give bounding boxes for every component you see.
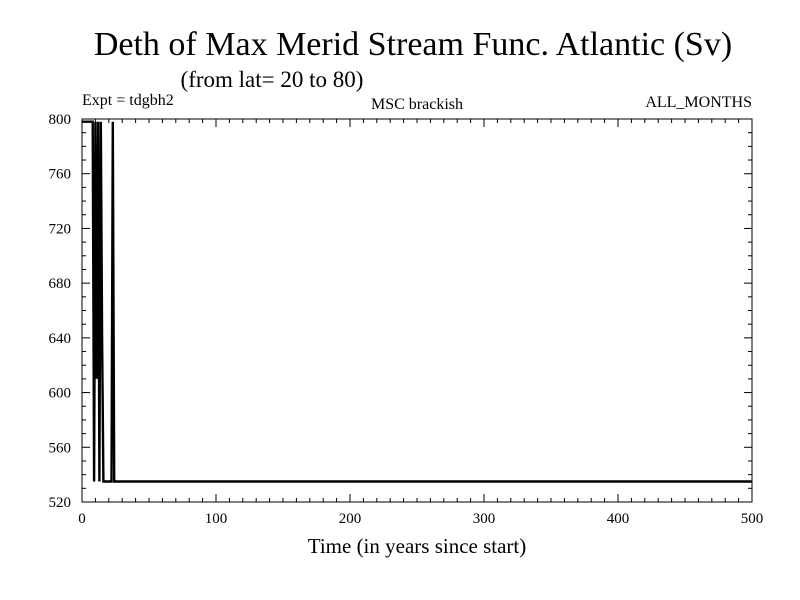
y-tick-label: 640 <box>49 331 72 347</box>
series-line-0 <box>82 120 752 483</box>
experiment-label: Expt = tdgbh2 <box>82 92 174 109</box>
x-tick-label: 400 <box>607 511 630 527</box>
chart-title: Deth of Max Merid Stream Func. Atlantic … <box>94 26 732 63</box>
y-tick-label: 800 <box>49 112 72 128</box>
x-tick-label: 500 <box>741 511 764 527</box>
plot-area: 0 100 200 300 400 500 520 560 600 640 680 720 760 800 <box>49 112 764 527</box>
y-tick-label: 600 <box>49 386 72 402</box>
x-tick-label: 300 <box>473 511 496 527</box>
y-tick-label: 760 <box>49 167 72 183</box>
months-label: ALL_MONTHS <box>645 94 752 111</box>
x-axis-label: Time (in years since start) <box>308 534 527 558</box>
plot-frame <box>81 118 753 503</box>
run-label: MSC brackish <box>371 96 463 113</box>
y-tick-label: 720 <box>49 221 72 237</box>
y-tick-label: 560 <box>49 440 72 456</box>
x-tick-label: 200 <box>339 511 362 527</box>
x-tick-label: 100 <box>205 511 228 527</box>
chart-subtitle: (from lat= 20 to 80) <box>181 67 364 92</box>
x-tick-label: 0 <box>78 511 86 527</box>
y-tick-label: 680 <box>49 276 72 292</box>
y-tick-label: 520 <box>49 495 72 511</box>
